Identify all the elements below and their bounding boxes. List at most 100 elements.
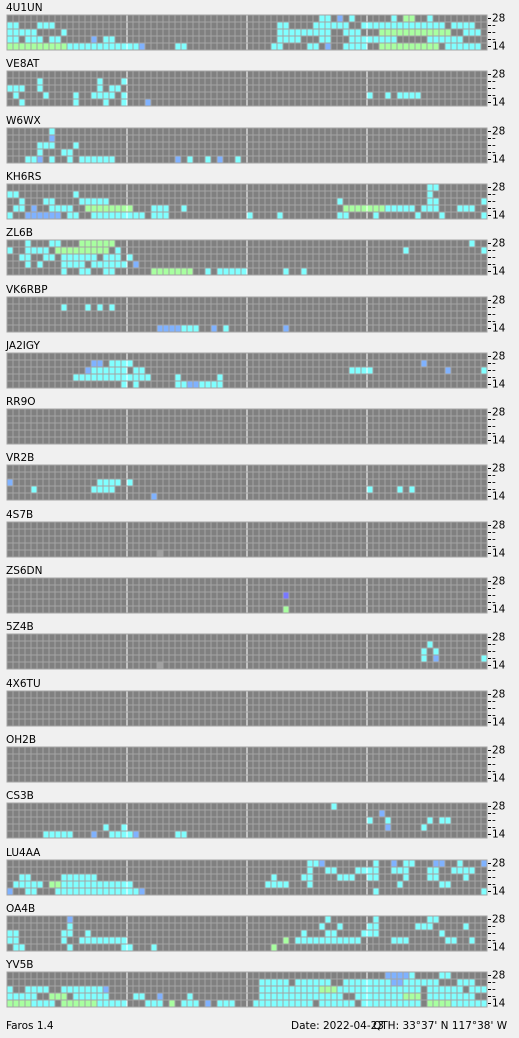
signal-cell: [349, 36, 355, 43]
signal-cell: [403, 867, 409, 874]
signal-cell: [421, 923, 427, 930]
signal-cell: [115, 937, 121, 944]
signal-cell: [319, 860, 325, 867]
signal-cell: [307, 1000, 313, 1007]
signal-cell: [55, 43, 61, 50]
signal-cell: [361, 205, 367, 212]
signal-cell: [427, 979, 433, 986]
signal-cell: [403, 860, 409, 867]
band-label: 28: [492, 801, 505, 813]
signal-cell: [445, 817, 451, 824]
signal-cell: [367, 867, 373, 874]
signal-cell: [43, 831, 49, 838]
signal-cell: [43, 247, 49, 254]
signal-cell: [169, 325, 175, 332]
signal-cell: [85, 374, 91, 381]
signal-cell: [85, 930, 91, 937]
band-label: -: [492, 879, 496, 891]
signal-cell: [379, 36, 385, 43]
signal-cell: [103, 986, 109, 993]
signal-cell: [355, 993, 361, 1000]
signal-cell: [103, 92, 109, 99]
signal-cell: [397, 937, 403, 944]
beacon-name: 4S7B: [6, 509, 33, 521]
signal-cell: [265, 979, 271, 986]
signal-cell: [277, 986, 283, 993]
signal-cell: [25, 36, 31, 43]
signal-cell: [31, 881, 37, 888]
signal-cell: [427, 43, 433, 50]
signal-cell: [379, 810, 385, 817]
band-label: -: [492, 752, 496, 764]
signal-cell: [391, 937, 397, 944]
signal-cell: [49, 22, 55, 29]
signal-cell: [133, 261, 139, 268]
signal-cell: [403, 205, 409, 212]
grid-border: [6, 633, 488, 670]
signal-cell: [283, 1000, 289, 1007]
signal-cell: [427, 1000, 433, 1007]
signal-cell: [67, 156, 73, 163]
band-label: 14: [492, 829, 506, 841]
band-label: 14: [492, 548, 506, 560]
signal-cell: [451, 937, 457, 944]
band-label: -: [492, 590, 496, 602]
signal-cell: [13, 881, 19, 888]
signal-cell: [31, 205, 37, 212]
signal-cell: [373, 1000, 379, 1007]
signal-cell: [331, 867, 337, 874]
signal-cell: [403, 874, 409, 881]
signal-cell: [283, 29, 289, 36]
signal-cell: [427, 205, 433, 212]
signal-cell: [79, 937, 85, 944]
signal-cell: [61, 149, 67, 156]
signal-cell: [31, 156, 37, 163]
signal-cell: [361, 367, 367, 374]
signal-cell: [463, 993, 469, 1000]
signal-cell: [109, 479, 115, 486]
signal-cell: [199, 381, 205, 388]
band-label: -: [492, 865, 496, 877]
signal-cell: [121, 831, 127, 838]
signal-cell: [7, 29, 13, 36]
signal-cell: [79, 261, 85, 268]
signal-cell: [121, 261, 127, 268]
signal-cell: [277, 1000, 283, 1007]
signal-cell: [445, 881, 451, 888]
band-label: -: [492, 527, 496, 539]
signal-cell: [433, 655, 439, 662]
signal-cell: [121, 888, 127, 895]
signal-cell: [439, 986, 445, 993]
signal-cell: [115, 1000, 121, 1007]
signal-cell: [37, 156, 43, 163]
signal-cell: [61, 1000, 67, 1007]
signal-cell: [307, 860, 313, 867]
signal-cell: [391, 1000, 397, 1007]
signal-cell: [187, 325, 193, 332]
signal-cell: [457, 860, 463, 867]
signal-cell: [145, 99, 151, 106]
signal-cell: [73, 986, 79, 993]
signal-cell: [31, 888, 37, 895]
band-label: 28: [492, 182, 505, 194]
signal-cell: [397, 92, 403, 99]
band-label: 28: [492, 632, 505, 644]
signal-cell: [163, 212, 169, 219]
signal-cell: [439, 22, 445, 29]
signal-cell: [349, 43, 355, 50]
signal-cell: [181, 325, 187, 332]
band-label: 14: [492, 97, 506, 109]
signal-cell: [97, 156, 103, 163]
signal-cell: [391, 22, 397, 29]
signal-cell: [73, 374, 79, 381]
signal-cell: [307, 979, 313, 986]
signal-cell: [175, 325, 181, 332]
signal-cell: [367, 36, 373, 43]
signal-cell: [421, 205, 427, 212]
signal-cell: [313, 979, 319, 986]
signal-cell: [19, 198, 25, 205]
signal-cell: [49, 43, 55, 50]
